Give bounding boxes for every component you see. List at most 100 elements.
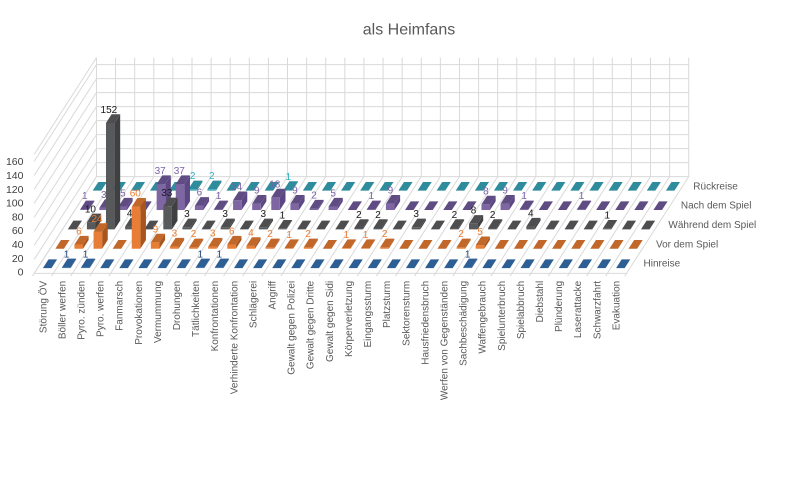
svg-text:Während dem Spiel: Während dem Spiel <box>668 220 756 231</box>
svg-text:5: 5 <box>477 227 483 238</box>
svg-text:37: 37 <box>174 166 186 177</box>
svg-text:14: 14 <box>231 182 243 193</box>
svg-text:2: 2 <box>190 171 196 182</box>
svg-text:3: 3 <box>413 209 419 220</box>
svg-text:9: 9 <box>153 224 159 235</box>
svg-text:5: 5 <box>120 188 126 199</box>
svg-text:6: 6 <box>197 188 203 199</box>
svg-text:1: 1 <box>579 191 585 202</box>
svg-text:1: 1 <box>197 249 203 260</box>
svg-text:2: 2 <box>375 210 381 221</box>
svg-text:Vor dem Spiel: Vor dem Spiel <box>656 239 718 250</box>
svg-text:40: 40 <box>12 239 24 251</box>
svg-text:Pyro. werfen: Pyro. werfen <box>96 281 107 337</box>
svg-text:6: 6 <box>76 226 82 237</box>
svg-text:Pyro. zünden: Pyro. zünden <box>76 281 87 340</box>
svg-text:1: 1 <box>521 191 527 202</box>
svg-text:Böller werfen: Böller werfen <box>57 281 68 339</box>
svg-text:9: 9 <box>254 186 260 197</box>
svg-text:20: 20 <box>12 253 24 265</box>
svg-text:Angriff: Angriff <box>268 281 279 310</box>
svg-text:2: 2 <box>458 229 464 240</box>
svg-text:Rückreise: Rückreise <box>693 181 738 192</box>
svg-text:Verhinderte Konfrontation: Verhinderte Konfrontation <box>229 281 240 394</box>
svg-text:Fanmarsch: Fanmarsch <box>115 281 126 331</box>
svg-text:Plünderung: Plünderung <box>554 281 565 332</box>
svg-text:9: 9 <box>292 186 298 197</box>
svg-text:Hausfriedensbruch: Hausfriedensbruch <box>420 281 431 365</box>
svg-text:1: 1 <box>217 249 223 260</box>
svg-text:9: 9 <box>502 186 508 197</box>
svg-text:2: 2 <box>311 191 317 202</box>
svg-text:24: 24 <box>91 214 103 225</box>
svg-text:Spielunterbruch: Spielunterbruch <box>497 281 508 351</box>
svg-text:1: 1 <box>369 191 375 202</box>
svg-text:152: 152 <box>101 105 118 116</box>
svg-text:5: 5 <box>330 188 336 199</box>
svg-text:4: 4 <box>127 208 133 219</box>
svg-text:als Heimfans: als Heimfans <box>363 22 455 39</box>
svg-text:3: 3 <box>222 209 228 220</box>
svg-text:60: 60 <box>130 189 142 200</box>
svg-text:Provokationen: Provokationen <box>134 281 145 345</box>
svg-text:80: 80 <box>12 211 24 223</box>
svg-text:1: 1 <box>344 230 350 241</box>
svg-text:140: 140 <box>6 170 24 182</box>
svg-text:Gewalt gegen Dritte: Gewalt gegen Dritte <box>306 280 317 369</box>
svg-text:2: 2 <box>356 210 362 221</box>
svg-text:9: 9 <box>388 186 394 197</box>
svg-text:Spielabbruch: Spielabbruch <box>516 281 527 339</box>
svg-text:18: 18 <box>269 179 281 190</box>
svg-text:3: 3 <box>184 209 190 220</box>
svg-text:60: 60 <box>12 225 24 237</box>
svg-text:2: 2 <box>490 210 496 221</box>
svg-text:Nach dem Spiel: Nach dem Spiel <box>681 201 752 212</box>
svg-text:1: 1 <box>64 249 70 260</box>
svg-text:33: 33 <box>161 188 173 199</box>
svg-text:120: 120 <box>6 184 24 196</box>
svg-text:Drohungen: Drohungen <box>172 281 183 330</box>
svg-text:Diebstahl: Diebstahl <box>535 281 546 323</box>
svg-text:2: 2 <box>382 229 388 240</box>
svg-text:6: 6 <box>229 226 235 237</box>
svg-text:Gewalt gegen Polizei: Gewalt gegen Polizei <box>287 281 298 375</box>
svg-text:1: 1 <box>216 191 222 202</box>
svg-text:1: 1 <box>465 249 471 260</box>
svg-text:Werfen von Gegenständen: Werfen von Gegenständen <box>439 281 450 400</box>
svg-text:3: 3 <box>210 229 216 240</box>
svg-text:Körperverletzung: Körperverletzung <box>344 281 355 357</box>
svg-text:160: 160 <box>6 156 24 168</box>
svg-text:1: 1 <box>286 230 292 241</box>
svg-text:3: 3 <box>101 190 107 201</box>
svg-text:1: 1 <box>280 211 286 222</box>
svg-text:Waffengebrauch: Waffengebrauch <box>478 281 489 354</box>
svg-text:Evakuation: Evakuation <box>611 281 622 330</box>
svg-text:Störung ÖV: Störung ÖV <box>37 280 49 333</box>
svg-text:1: 1 <box>83 249 89 260</box>
svg-text:Hinreise: Hinreise <box>644 259 681 270</box>
svg-text:3: 3 <box>261 209 267 220</box>
svg-text:8: 8 <box>471 206 477 217</box>
svg-text:4: 4 <box>248 228 254 239</box>
svg-text:37: 37 <box>155 166 167 177</box>
svg-text:0: 0 <box>18 267 24 279</box>
svg-text:Schwarzfahrt: Schwarzfahrt <box>592 281 603 340</box>
svg-text:Konfrontationen: Konfrontationen <box>210 281 221 352</box>
svg-text:Schlägerei: Schlägerei <box>248 281 259 328</box>
svg-text:2: 2 <box>209 171 215 182</box>
svg-text:10: 10 <box>85 204 97 215</box>
svg-text:1: 1 <box>82 191 88 202</box>
svg-text:4: 4 <box>528 208 534 219</box>
svg-text:Tätlichkeiten: Tätlichkeiten <box>191 281 202 337</box>
svg-text:Vermummung: Vermummung <box>153 281 164 343</box>
svg-text:3: 3 <box>172 229 178 240</box>
svg-text:1: 1 <box>285 172 291 183</box>
svg-text:100: 100 <box>6 198 24 210</box>
svg-text:1: 1 <box>363 230 369 241</box>
svg-text:2: 2 <box>191 229 197 240</box>
svg-text:8: 8 <box>483 186 489 197</box>
svg-text:1: 1 <box>604 211 610 222</box>
svg-text:Sachbeschädigung: Sachbeschädigung <box>459 281 470 366</box>
svg-text:Platzsturm: Platzsturm <box>382 281 393 328</box>
svg-text:Gewalt gegen Sidi: Gewalt gegen Sidi <box>325 281 336 362</box>
